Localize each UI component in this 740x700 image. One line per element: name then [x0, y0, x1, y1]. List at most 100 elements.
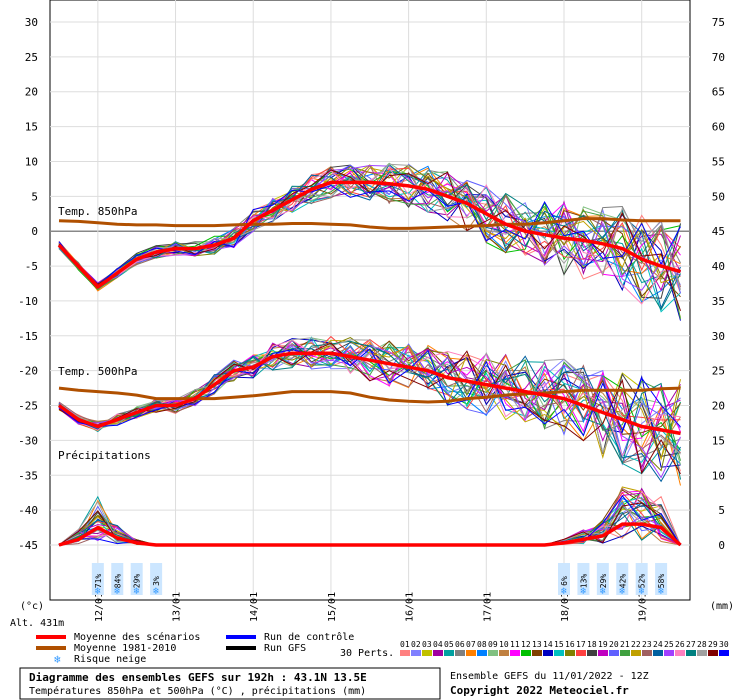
pert-number: 03 — [422, 640, 432, 649]
left-tick-label: 25 — [25, 51, 38, 64]
pert-swatch — [675, 650, 685, 656]
plot-frame — [49, 0, 691, 601]
snow-risk-box — [577, 563, 590, 595]
pert-swatch — [543, 650, 553, 656]
legend-control-label: Run de contrôle — [264, 631, 354, 643]
x-date-label: 15/01 — [327, 592, 338, 622]
pert-swatch — [532, 650, 542, 656]
right-tick-label: 0 — [718, 539, 725, 552]
snow-risk-box — [91, 563, 104, 595]
snow-risk-pct: 58% — [657, 574, 666, 589]
right-tick-label: 50 — [712, 190, 725, 203]
pert-number: 10 — [499, 640, 509, 649]
right-tick-label: 70 — [712, 51, 725, 64]
snow-risk-box — [596, 563, 609, 595]
pert-number: 11 — [510, 640, 520, 649]
pert-number: 02 — [411, 640, 421, 649]
pert-swatch — [466, 650, 476, 656]
snow-risk-pct: 84% — [113, 574, 122, 589]
pert-swatch — [598, 650, 608, 656]
pert-500-line — [58, 348, 681, 437]
main-series — [57, 180, 682, 547]
snowflake-icon: ❄ — [658, 586, 665, 597]
x-date-label: 12/01 — [94, 592, 105, 622]
pert-swatch — [642, 650, 652, 656]
pert-number: 25 — [664, 640, 674, 649]
snow-risk-box — [635, 563, 648, 595]
pert-swatch — [521, 650, 531, 656]
left-tick-label: 30 — [25, 16, 38, 29]
x-date-label: 14/01 — [249, 592, 260, 622]
x-date-label: 19/01 — [638, 592, 649, 622]
right-tick-label: 30 — [712, 330, 725, 343]
left-tick-label: -45 — [18, 539, 38, 552]
legend-clim-label: Moyenne 1981-2010 — [74, 643, 176, 654]
left-tick-label: 10 — [25, 155, 38, 168]
pert-swatch — [422, 650, 432, 656]
pert-swatch — [719, 650, 729, 656]
right-unit-label: (mm) — [710, 601, 734, 612]
right-tick-label: 40 — [712, 260, 725, 273]
altitude-label: Alt. 431m — [10, 618, 64, 629]
pert-number: 20 — [609, 640, 619, 649]
pert-swatch — [609, 650, 619, 656]
pert-swatch — [587, 650, 597, 656]
pert-number: 18 — [587, 640, 597, 649]
right-tick-label: 20 — [712, 400, 725, 413]
right-tick-label: 15 — [712, 434, 725, 447]
title-box — [19, 667, 441, 700]
right-tick-label: 5 — [718, 504, 725, 517]
right-tick-label: 45 — [712, 225, 725, 238]
pert-swatch — [708, 650, 718, 656]
right-tick-label: 65 — [712, 86, 725, 99]
pert-swatch — [565, 650, 575, 656]
pert-swatch — [444, 650, 454, 656]
right-tick-label: 60 — [712, 121, 725, 134]
left-tick-label: -35 — [18, 469, 38, 482]
snowflake-icon: ❄ — [580, 586, 587, 597]
snowflake-icon: ❄ — [114, 586, 121, 597]
pert-number: 07 — [466, 640, 476, 649]
snow-risk-pct: 29% — [599, 574, 608, 589]
pert-swatch — [554, 650, 564, 656]
snowflake-icon: ❄ — [600, 586, 607, 597]
pert-number: 24 — [653, 640, 663, 649]
annotation-temp-850: Temp. 850hPa — [58, 205, 137, 218]
left-tick-label: 5 — [31, 190, 38, 203]
snow-risk-pct: 29% — [133, 574, 142, 589]
legend-mean-label: Moyenne des scénarios — [74, 631, 200, 643]
pert-swatch — [576, 650, 586, 656]
right-tick-label: 75 — [712, 16, 725, 29]
pert-number: 30 — [719, 640, 729, 649]
snowflake-icon: ❄ — [639, 586, 646, 597]
x-axis-date-labels: 12/01 13/01 14/01 15/01 16/01 17/01 18/01 19/01 — [94, 592, 649, 622]
pert-number: 19 — [598, 640, 608, 649]
pert-swatch — [620, 650, 630, 656]
pert-swatch — [664, 650, 674, 656]
left-axis-ticks: 30 25 20 15 10 5 0 -5 -10 -15 -20 -25 -30 -35 -40 -45 — [18, 16, 38, 552]
snow-risk-box — [111, 563, 124, 595]
annotation-precipitations: Précipitations — [58, 449, 151, 462]
pert-number: 05 — [444, 640, 454, 649]
x-date-label: 16/01 — [405, 592, 416, 622]
pert-swatch — [455, 650, 465, 656]
legend-gfs-label: Run GFS — [264, 643, 306, 654]
pert-swatch — [653, 650, 663, 656]
pert-number: 22 — [631, 640, 641, 649]
pert-number: 13 — [532, 640, 542, 649]
pert-850-line — [58, 184, 681, 287]
pert-swatch — [488, 650, 498, 656]
pert-500-line — [58, 342, 681, 475]
pert-swatch — [400, 650, 410, 656]
snow-risk-pct: 52% — [638, 574, 647, 589]
pert-850-line — [58, 164, 681, 291]
snowflake-icon: ❄ — [561, 586, 568, 597]
pert-swatch — [697, 650, 707, 656]
pert-swatch — [499, 650, 509, 656]
pert-number: 16 — [565, 640, 575, 649]
left-tick-label: -20 — [18, 365, 38, 378]
pert-number: 27 — [686, 640, 696, 649]
right-tick-label: 35 — [712, 295, 725, 308]
pert-500-line — [58, 339, 681, 457]
clim-500-line — [58, 386, 681, 404]
